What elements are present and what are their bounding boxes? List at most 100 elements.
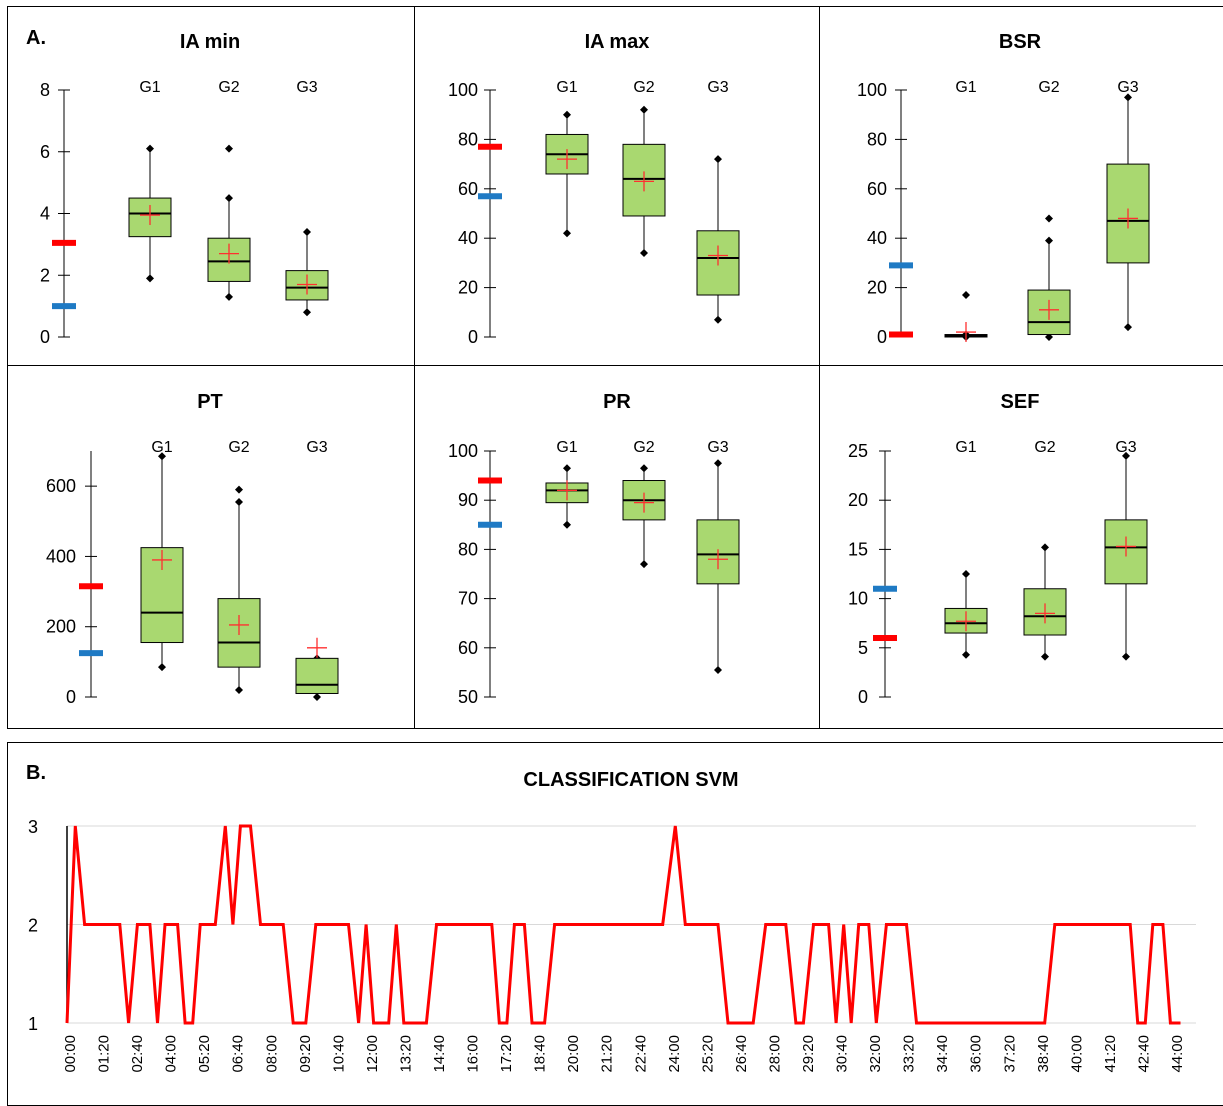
y-tick-label: 20 bbox=[848, 490, 868, 510]
whisker-cap bbox=[640, 464, 648, 473]
mean-marker bbox=[307, 637, 327, 658]
y-tick-label: 3 bbox=[28, 817, 38, 837]
x-tick-label: 30:40 bbox=[834, 1035, 851, 1073]
group-label: G2 bbox=[1034, 439, 1055, 456]
panel-b-label: B. bbox=[26, 762, 46, 784]
x-tick-label: 02:40 bbox=[129, 1035, 146, 1073]
y-tick-label: 20 bbox=[458, 278, 478, 298]
whisker-cap bbox=[714, 459, 722, 468]
x-tick-label: 01:20 bbox=[96, 1035, 113, 1073]
whisker-cap bbox=[313, 693, 321, 701]
chart-title: CLASSIFICATION SVM bbox=[523, 769, 738, 791]
whisker-cap bbox=[563, 229, 571, 238]
whisker-cap bbox=[1124, 323, 1132, 332]
x-tick-label: 05:20 bbox=[196, 1035, 213, 1073]
chart-title: IA max bbox=[585, 31, 650, 53]
group-label: G3 bbox=[296, 79, 317, 96]
boxplot-bsr: BSR 0 20 40 60 80 100 G1 G2 G3 bbox=[857, 31, 1150, 347]
mean-marker bbox=[1116, 536, 1136, 557]
x-tick-label: 22:40 bbox=[632, 1035, 649, 1073]
group-label: G2 bbox=[1038, 79, 1059, 96]
y-tick-label: 0 bbox=[40, 327, 50, 347]
whisker-cap bbox=[303, 308, 311, 317]
y-tick-label: 70 bbox=[458, 589, 478, 609]
y-tick-label: 0 bbox=[66, 687, 76, 707]
y-tick-label: 600 bbox=[46, 476, 76, 496]
y-tick-label: 60 bbox=[458, 179, 478, 199]
group-label: G3 bbox=[1117, 79, 1138, 96]
x-tick-label: 33:20 bbox=[901, 1035, 918, 1073]
whisker-cap bbox=[962, 570, 970, 578]
group-label: G3 bbox=[707, 439, 728, 456]
x-tick-label: 28:00 bbox=[766, 1035, 783, 1073]
x-tick-label: 18:40 bbox=[532, 1035, 549, 1073]
y-tick-label: 4 bbox=[40, 204, 50, 224]
boxplot-ia-max: IA max 0 20 40 60 80 100 G1 G2 G3 bbox=[448, 31, 740, 347]
whisker-cap bbox=[563, 464, 571, 473]
group-label: G1 bbox=[556, 439, 577, 456]
y-tick-label: 0 bbox=[877, 327, 887, 347]
mean-marker bbox=[708, 245, 728, 266]
y-tick-label: 80 bbox=[458, 539, 478, 559]
whisker-cap bbox=[1122, 451, 1130, 460]
outlier-point bbox=[1045, 214, 1053, 223]
y-tick-label: 0 bbox=[858, 687, 868, 707]
mean-marker bbox=[152, 549, 172, 570]
boxplot-ia-min: IA min 0 2 4 6 8 G1 G2 G3 bbox=[40, 31, 329, 347]
y-tick-label: 2 bbox=[40, 265, 50, 285]
whisker-cap bbox=[1122, 652, 1130, 661]
whisker-cap bbox=[640, 560, 648, 569]
whisker-cap bbox=[146, 274, 154, 283]
group-label: G1 bbox=[139, 79, 160, 96]
y-tick-label: 100 bbox=[857, 80, 887, 100]
y-tick-label: 5 bbox=[858, 638, 868, 658]
y-tick-label: 20 bbox=[867, 278, 887, 298]
mean-marker bbox=[557, 480, 577, 501]
whisker-cap bbox=[1045, 236, 1053, 245]
y-tick-label: 80 bbox=[867, 129, 887, 149]
x-tick-label: 41:20 bbox=[1102, 1035, 1119, 1073]
x-tick-label: 24:00 bbox=[666, 1035, 683, 1073]
whisker-cap bbox=[1041, 543, 1049, 552]
mean-marker bbox=[956, 322, 976, 343]
mean-marker bbox=[1039, 299, 1059, 320]
svm-series-line bbox=[65, 824, 1181, 1025]
x-tick-label: 17:20 bbox=[498, 1035, 515, 1073]
x-tick-label: 40:00 bbox=[1068, 1035, 1085, 1073]
box-iqr bbox=[1104, 519, 1148, 585]
whisker-cap bbox=[962, 650, 970, 659]
y-tick-label: 10 bbox=[848, 589, 868, 609]
x-tick-label: 29:20 bbox=[800, 1035, 817, 1073]
whisker-cap bbox=[225, 194, 233, 203]
x-tick-label: 10:40 bbox=[330, 1035, 347, 1073]
mean-marker bbox=[219, 243, 239, 264]
y-tick-label: 25 bbox=[848, 441, 868, 461]
boxplot-pr: PR 50 60 70 80 90 100 G1 G2 G3 bbox=[448, 391, 740, 707]
x-tick-label: 16:00 bbox=[465, 1035, 482, 1073]
whisker-cap bbox=[714, 155, 722, 164]
x-tick-label: 38:40 bbox=[1035, 1035, 1052, 1073]
whisker-cap bbox=[563, 520, 571, 529]
chart-title: IA min bbox=[180, 31, 240, 53]
y-tick-label: 15 bbox=[848, 539, 868, 559]
chart-title: PT bbox=[197, 391, 223, 413]
group-label: G3 bbox=[707, 79, 728, 96]
chart-title: BSR bbox=[999, 31, 1042, 53]
whisker-cap bbox=[1041, 652, 1049, 661]
x-tick-label: 00:00 bbox=[62, 1035, 79, 1073]
mean-marker bbox=[140, 205, 160, 226]
x-tick-label: 25:20 bbox=[699, 1035, 716, 1073]
group-label: G3 bbox=[306, 439, 327, 456]
mean-marker bbox=[297, 274, 317, 295]
boxplot-sef: SEF 0 5 10 15 20 25 G1 G2 G3 bbox=[848, 391, 1148, 707]
outlier-point bbox=[225, 144, 233, 153]
x-tick-label: 08:00 bbox=[263, 1035, 280, 1073]
y-tick-label: 40 bbox=[458, 228, 478, 248]
whisker-cap bbox=[235, 497, 243, 506]
whisker-cap bbox=[146, 144, 154, 153]
x-tick-label: 21:20 bbox=[599, 1035, 616, 1073]
x-tick-label: 12:00 bbox=[364, 1035, 381, 1073]
y-tick-label: 60 bbox=[458, 638, 478, 658]
group-label: G2 bbox=[218, 79, 239, 96]
